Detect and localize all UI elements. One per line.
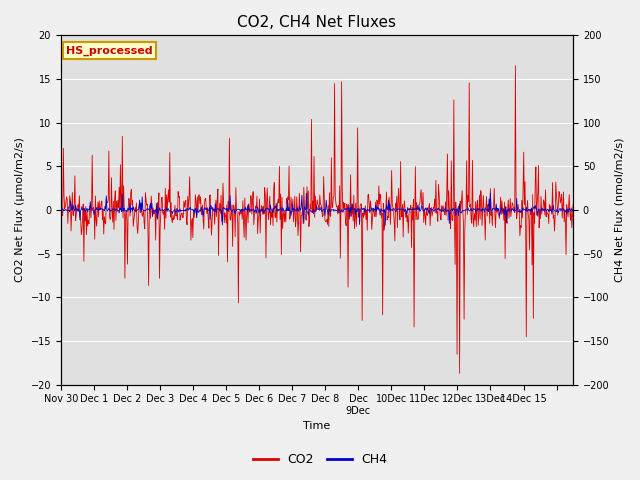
- Legend: CO2, CH4: CO2, CH4: [248, 448, 392, 471]
- Title: CO2, CH4 Net Fluxes: CO2, CH4 Net Fluxes: [237, 15, 396, 30]
- Text: HS_processed: HS_processed: [66, 46, 152, 56]
- X-axis label: Time: Time: [303, 421, 331, 432]
- Y-axis label: CH4 Net Flux (nmol/m2/s): CH4 Net Flux (nmol/m2/s): [615, 138, 625, 282]
- Y-axis label: CO2 Net Flux (μmol/m2/s): CO2 Net Flux (μmol/m2/s): [15, 137, 25, 282]
